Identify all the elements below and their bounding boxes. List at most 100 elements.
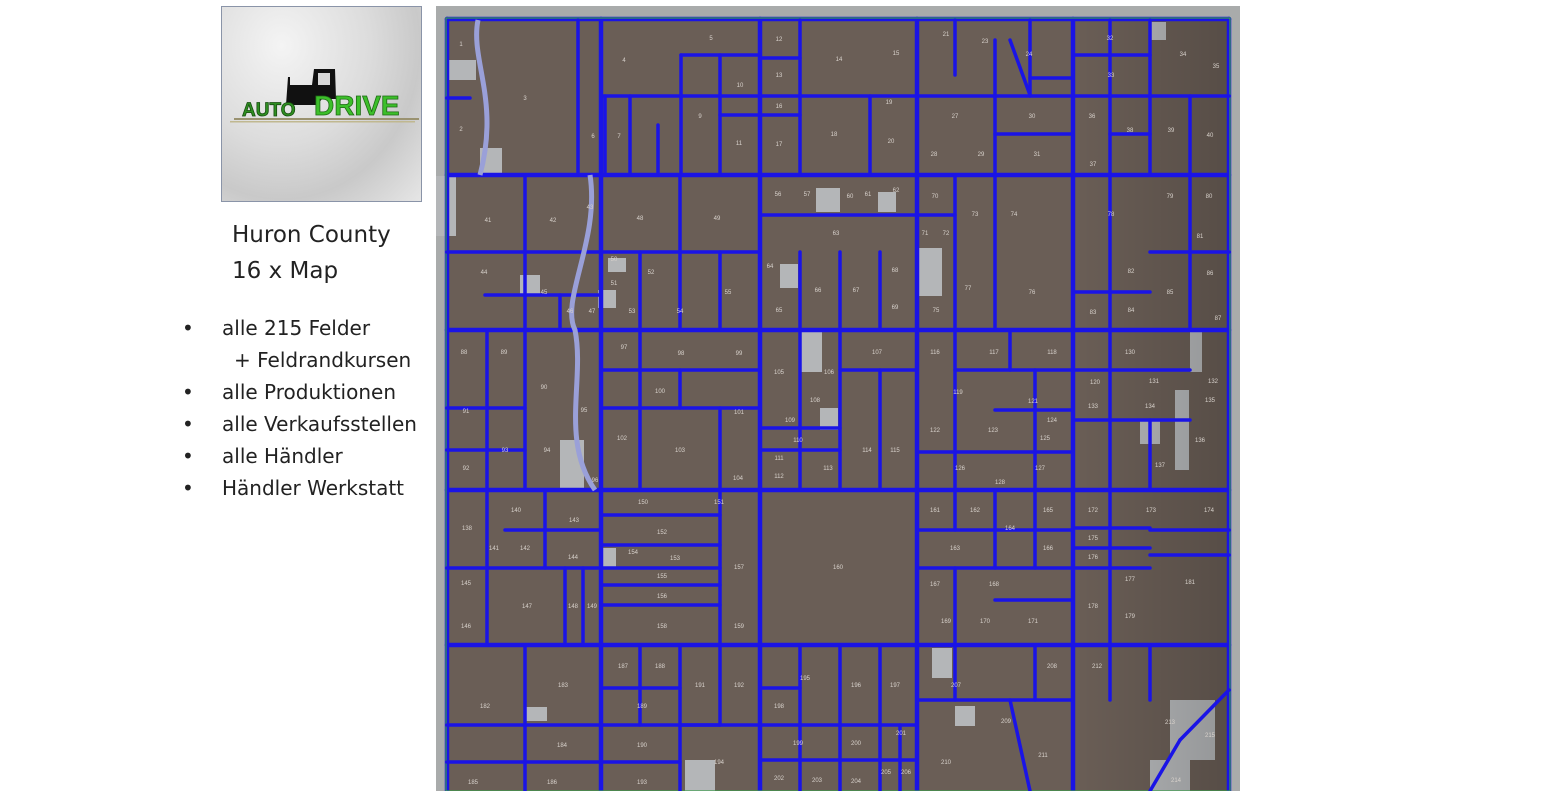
field-label[interactable]: 13 <box>776 73 783 79</box>
field-label[interactable]: 157 <box>734 565 745 571</box>
field-label[interactable]: 54 <box>677 309 684 315</box>
field-label[interactable]: 167 <box>930 582 941 588</box>
field-label[interactable]: 142 <box>520 546 531 552</box>
field-label[interactable]: 39 <box>1168 128 1175 134</box>
field-label[interactable]: 106 <box>824 370 835 376</box>
field-label[interactable]: 147 <box>522 604 533 610</box>
field-label[interactable]: 3 <box>523 96 527 102</box>
field-label[interactable]: 173 <box>1146 508 1157 514</box>
field-label[interactable]: 174 <box>1204 508 1215 514</box>
field-label[interactable]: 114 <box>862 448 872 454</box>
field-label[interactable]: 125 <box>1040 436 1051 442</box>
field-label[interactable]: 178 <box>1088 604 1099 610</box>
field-label[interactable]: 95 <box>581 408 588 414</box>
field-label[interactable]: 171 <box>1028 619 1039 625</box>
field-label[interactable]: 105 <box>774 370 785 376</box>
field-label[interactable]: 128 <box>995 480 1006 486</box>
field-label[interactable]: 172 <box>1088 508 1099 514</box>
field-label[interactable]: 141 <box>489 546 500 552</box>
field-label[interactable]: 109 <box>785 418 796 424</box>
field-label[interactable]: 202 <box>774 776 785 782</box>
field-label[interactable]: 207 <box>951 683 962 689</box>
field-label[interactable]: 127 <box>1035 466 1046 472</box>
field-label[interactable]: 176 <box>1088 555 1099 561</box>
field-label[interactable]: 143 <box>569 518 580 524</box>
field-label[interactable]: 204 <box>851 779 862 785</box>
field-label[interactable]: 31 <box>1034 152 1041 158</box>
field-label[interactable]: 38 <box>1127 128 1134 134</box>
field-label[interactable]: 200 <box>851 741 862 747</box>
field-label[interactable]: 161 <box>930 508 941 514</box>
field-label[interactable]: 124 <box>1047 418 1058 424</box>
field-label[interactable]: 67 <box>853 288 860 294</box>
field-label[interactable]: 87 <box>1215 316 1222 322</box>
field-label[interactable]: 177 <box>1125 577 1136 583</box>
field-label[interactable]: 115 <box>890 448 900 454</box>
field-label[interactable]: 82 <box>1128 269 1135 275</box>
field-label[interactable]: 123 <box>988 428 999 434</box>
field-label[interactable]: 18 <box>831 132 838 138</box>
field-label[interactable]: 61 <box>865 192 872 198</box>
field-label[interactable]: 76 <box>1029 290 1036 296</box>
field-label[interactable]: 80 <box>1206 194 1213 200</box>
field-label[interactable]: 12 <box>776 37 783 43</box>
field-label[interactable]: 89 <box>501 350 508 356</box>
field-label[interactable]: 158 <box>657 624 668 630</box>
field-label[interactable]: 63 <box>833 231 840 237</box>
field-label[interactable]: 23 <box>982 39 989 45</box>
field-label[interactable]: 100 <box>655 389 666 395</box>
field-label[interactable]: 119 <box>953 390 963 396</box>
field-label[interactable]: 15 <box>893 51 900 57</box>
field-label[interactable]: 101 <box>734 410 745 416</box>
field-label[interactable]: 138 <box>462 526 473 532</box>
field-label[interactable]: 193 <box>637 780 648 786</box>
field-label[interactable]: 56 <box>775 192 782 198</box>
field-label[interactable]: 212 <box>1092 664 1103 670</box>
field-label[interactable]: 194 <box>714 760 725 766</box>
field-label[interactable]: 140 <box>511 508 522 514</box>
field-label[interactable]: 145 <box>461 581 472 587</box>
field-label[interactable]: 118 <box>1047 350 1057 356</box>
field-label[interactable]: 48 <box>637 216 644 222</box>
field-label[interactable]: 49 <box>714 216 721 222</box>
field-label[interactable]: 131 <box>1149 379 1160 385</box>
field-label[interactable]: 126 <box>955 466 966 472</box>
field-label[interactable]: 30 <box>1029 114 1036 120</box>
field-label[interactable]: 45 <box>541 290 548 296</box>
field-label[interactable]: 17 <box>776 142 783 148</box>
field-label[interactable]: 189 <box>637 704 648 710</box>
field-label[interactable]: 117 <box>989 350 999 356</box>
field-label[interactable]: 40 <box>1207 133 1214 139</box>
field-label[interactable]: 137 <box>1155 463 1166 469</box>
field-label[interactable]: 72 <box>943 231 950 237</box>
field-label[interactable]: 19 <box>886 100 893 106</box>
field-label[interactable]: 84 <box>1128 308 1135 314</box>
field-label[interactable]: 151 <box>714 500 725 506</box>
field-label[interactable]: 6 <box>591 134 595 140</box>
field-label[interactable]: 21 <box>943 32 950 38</box>
field-label[interactable]: 4 <box>622 58 626 64</box>
field-label[interactable]: 55 <box>725 290 732 296</box>
field-label[interactable]: 85 <box>1167 290 1174 296</box>
field-label[interactable]: 16 <box>776 104 783 110</box>
field-label[interactable]: 94 <box>544 448 551 454</box>
field-label[interactable]: 71 <box>922 231 929 237</box>
field-label[interactable]: 197 <box>890 683 901 689</box>
field-label[interactable]: 165 <box>1043 508 1054 514</box>
field-label[interactable]: 37 <box>1090 162 1097 168</box>
field-label[interactable]: 70 <box>932 194 939 200</box>
field-label[interactable]: 9 <box>698 114 702 120</box>
field-label[interactable]: 162 <box>970 508 981 514</box>
field-label[interactable]: 154 <box>628 550 639 556</box>
field-label[interactable]: 163 <box>950 546 961 552</box>
field-label[interactable]: 205 <box>881 770 892 776</box>
field-label[interactable]: 93 <box>502 448 509 454</box>
field-label[interactable]: 144 <box>568 555 579 561</box>
field-label[interactable]: 5 <box>709 36 713 42</box>
field-label[interactable]: 152 <box>657 530 668 536</box>
field-label[interactable]: 64 <box>767 264 774 270</box>
field-label[interactable]: 170 <box>980 619 991 625</box>
field-label[interactable]: 29 <box>978 152 985 158</box>
field-label[interactable]: 209 <box>1001 719 1012 725</box>
field-label[interactable]: 57 <box>804 192 811 198</box>
